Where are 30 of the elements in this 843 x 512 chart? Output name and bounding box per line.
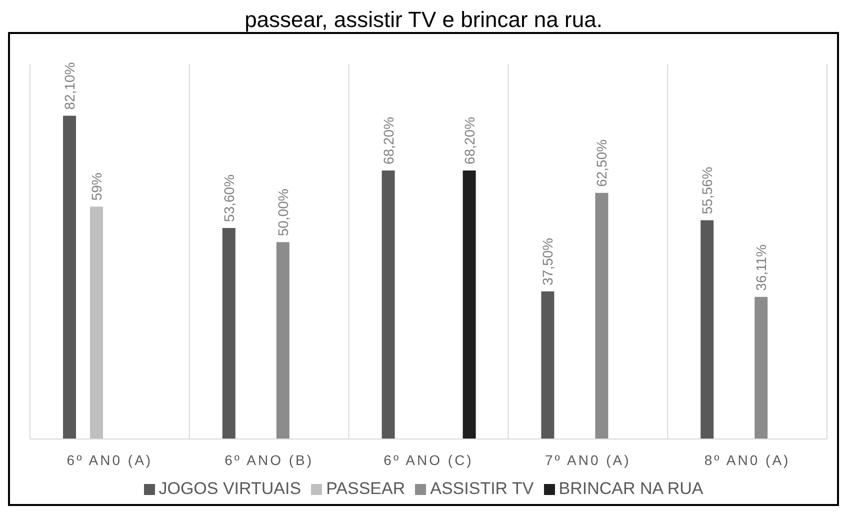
bar [462,170,476,439]
bar [382,170,395,439]
data-label: 82,10% [62,62,78,110]
bar [541,291,554,439]
bar [276,242,290,439]
bar [222,228,236,439]
data-label: 53,60% [220,174,237,222]
data-label: 37,50% [540,238,556,286]
data-label: 55,56% [699,166,716,214]
x-tick-label: 8º AN0 (A) [704,452,790,468]
legend-label: BRINCAR NA RUA [558,479,704,498]
bar [700,220,714,439]
legend-label: ASSISTIR TV [430,479,534,498]
data-label: 50,00% [274,188,291,236]
data-label: 62,50% [594,139,610,187]
x-tick-label: 7º AN0 (A) [544,452,631,468]
legend-label: PASSEAR [326,479,406,498]
data-label: 59% [88,172,104,201]
x-tick-label: 6º ANO (B) [224,452,314,468]
bar [754,296,768,439]
legend-label: JOGOS VIRTUAIS [158,479,302,498]
data-label: 36,11% [753,244,770,291]
x-tick-label: 6º ANO (C) [384,452,474,468]
x-tick-label: 6º AN0 (A) [66,452,153,468]
bar [90,206,103,439]
data-label: 68,20% [380,116,396,164]
bar [595,192,608,439]
chart-title: passear, assistir TV e brincar na rua. [244,7,604,32]
bar [63,116,76,439]
data-label: 68,20% [461,116,478,164]
